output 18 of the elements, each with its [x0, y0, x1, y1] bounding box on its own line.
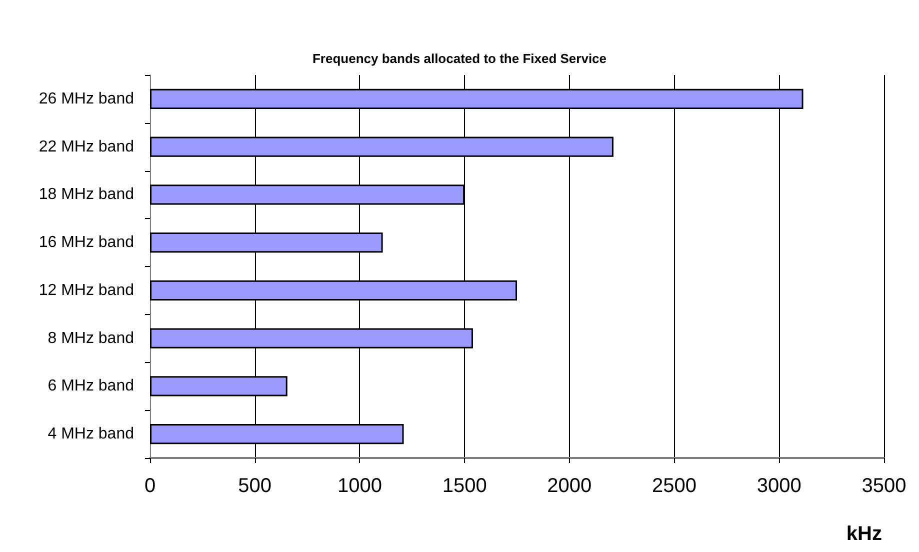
x-tick-label: 2000 [547, 475, 592, 497]
x-axis-title: kHz [846, 523, 882, 545]
x-tick-label: 2500 [652, 475, 697, 497]
x-tick-label: 1500 [442, 475, 487, 497]
y-tick-label: 4 MHz band [48, 426, 134, 443]
y-tick-label: 26 MHz band [38, 90, 134, 108]
chart-title: Frequency bands allocated to the Fixed Service [312, 51, 607, 66]
x-tick-label: 0 [144, 475, 156, 497]
x-tick-label: 500 [238, 475, 272, 497]
x-tick-label: 3500 [862, 475, 906, 497]
y-tick-label: 18 MHz band [38, 186, 134, 204]
y-tick-label: 16 MHz band [38, 234, 134, 252]
x-tick-label: 3000 [756, 475, 802, 497]
y-tick-label: 12 MHz band [38, 282, 134, 299]
y-tick-label: 22 MHz band [38, 138, 134, 156]
x-tick-label: 1000 [337, 475, 382, 497]
y-tick-label: 8 MHz band [48, 330, 134, 347]
y-tick-label: 6 MHz band [48, 378, 134, 395]
